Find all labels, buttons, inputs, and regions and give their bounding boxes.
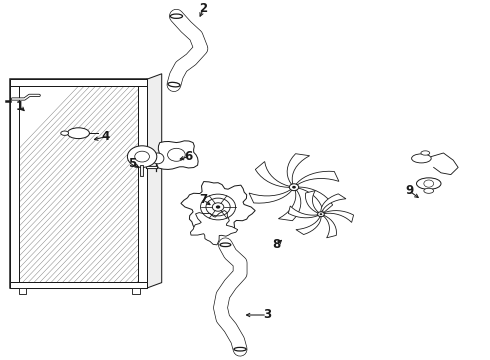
- Circle shape: [292, 186, 296, 189]
- Text: 7: 7: [199, 193, 207, 206]
- Bar: [10, 79, 19, 288]
- Text: 5: 5: [128, 157, 136, 170]
- Ellipse shape: [67, 128, 89, 139]
- Polygon shape: [296, 171, 339, 185]
- Ellipse shape: [168, 82, 180, 87]
- Polygon shape: [255, 162, 290, 187]
- Polygon shape: [298, 187, 333, 213]
- Ellipse shape: [171, 14, 182, 18]
- Bar: [132, 288, 140, 294]
- Ellipse shape: [421, 151, 430, 155]
- Text: 1: 1: [16, 100, 24, 113]
- Text: 4: 4: [101, 130, 109, 143]
- Ellipse shape: [412, 154, 431, 163]
- Polygon shape: [324, 211, 354, 222]
- Polygon shape: [10, 281, 147, 288]
- Bar: [19, 288, 26, 294]
- Polygon shape: [157, 141, 198, 170]
- Text: 6: 6: [185, 150, 193, 163]
- Ellipse shape: [61, 131, 69, 135]
- Polygon shape: [323, 215, 337, 238]
- Circle shape: [216, 205, 220, 209]
- Circle shape: [127, 146, 157, 167]
- Text: 3: 3: [263, 309, 271, 321]
- Polygon shape: [278, 190, 301, 221]
- Polygon shape: [287, 154, 310, 184]
- Polygon shape: [249, 190, 292, 203]
- Bar: [10, 282, 147, 288]
- Polygon shape: [296, 217, 321, 235]
- Circle shape: [319, 213, 322, 215]
- Ellipse shape: [220, 243, 231, 247]
- Bar: [10, 79, 147, 86]
- Bar: [138, 79, 147, 288]
- Circle shape: [318, 212, 324, 217]
- Text: 8: 8: [273, 238, 281, 251]
- Text: 2: 2: [199, 3, 207, 15]
- Bar: [16, 84, 141, 284]
- Bar: [10, 79, 147, 288]
- Polygon shape: [305, 190, 318, 213]
- Ellipse shape: [234, 347, 246, 351]
- Text: 9: 9: [405, 184, 413, 197]
- Polygon shape: [288, 206, 318, 218]
- Circle shape: [289, 184, 298, 191]
- Ellipse shape: [416, 178, 441, 189]
- Ellipse shape: [424, 188, 434, 193]
- Polygon shape: [181, 181, 255, 233]
- Polygon shape: [191, 211, 238, 245]
- Polygon shape: [321, 194, 346, 212]
- Ellipse shape: [152, 153, 164, 164]
- Polygon shape: [147, 74, 162, 288]
